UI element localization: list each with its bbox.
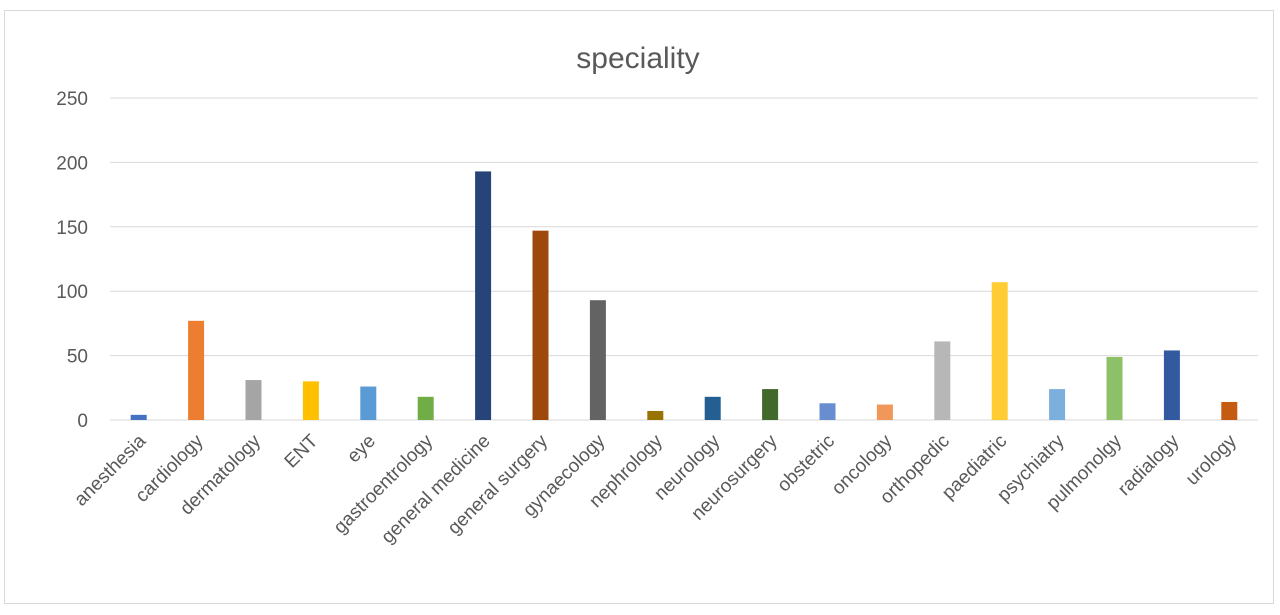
bar-dermatology xyxy=(245,380,262,420)
bar-ent xyxy=(302,381,319,420)
y-tick-label: 150 xyxy=(56,218,88,239)
bar-radialogy xyxy=(1163,350,1180,420)
bar-anesthesia xyxy=(130,414,147,420)
x-category-label: eye xyxy=(343,431,380,468)
bar-orthopedic xyxy=(934,341,951,420)
y-tick-label: 250 xyxy=(56,89,88,110)
bar-gynaecology xyxy=(589,300,606,420)
x-category-label: gastroentrology xyxy=(330,430,438,538)
x-category-label: ENT xyxy=(281,430,323,472)
y-axis-ticks: 0 50 100 150 200 250 xyxy=(56,89,88,432)
bar-neurology xyxy=(704,396,721,420)
bar-urology xyxy=(1221,401,1238,420)
x-category-label: general surgery xyxy=(444,430,553,539)
bar-obstetric xyxy=(819,403,836,420)
bar-neurosurgery xyxy=(762,389,779,420)
bar-gastroentrology xyxy=(417,396,434,420)
bar-cardiology xyxy=(188,320,205,420)
bar-paediatric xyxy=(991,282,1008,420)
bar-general-surgery xyxy=(532,230,549,420)
chart-frame xyxy=(4,10,1274,604)
bar-nephrology xyxy=(647,410,664,420)
bar-general-medicine xyxy=(475,171,492,420)
x-category-label: general medicine xyxy=(377,431,494,548)
bar-eye xyxy=(360,386,377,420)
x-category-label: radialogy xyxy=(1114,430,1184,500)
x-category-label: urology xyxy=(1182,430,1241,489)
y-tick-label: 0 xyxy=(77,411,88,432)
bar-psychiatry xyxy=(1049,389,1066,420)
y-tick-label: 100 xyxy=(56,282,88,303)
chart-title: speciality xyxy=(576,42,699,75)
y-tick-label: 50 xyxy=(67,347,88,368)
y-tick-label: 200 xyxy=(56,153,88,174)
bar-oncology xyxy=(876,404,893,420)
gridlines xyxy=(110,97,1258,421)
bar-pulmonolgy xyxy=(1106,356,1123,420)
bars xyxy=(130,171,1238,420)
